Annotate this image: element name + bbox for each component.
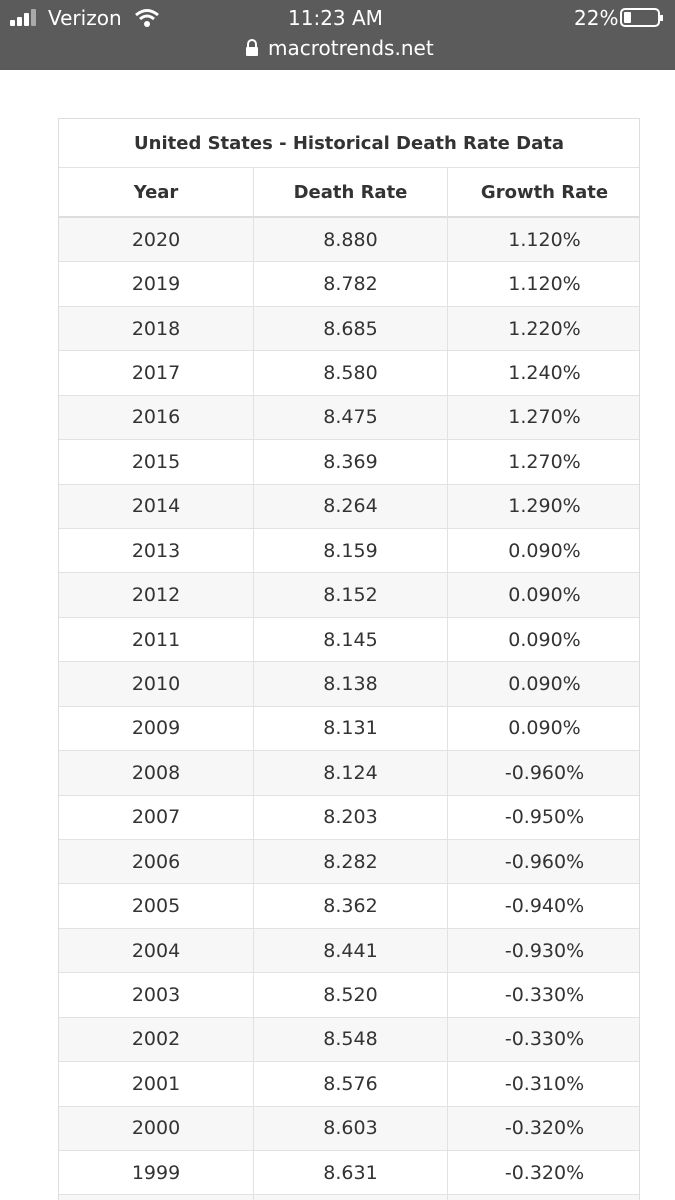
table-cell: 1.220%: [447, 306, 639, 352]
table-cell: 2011: [59, 617, 253, 663]
table-title: United States - Historical Death Rate Da…: [59, 118, 639, 168]
table-cell: -0.940%: [447, 884, 639, 929]
battery-icon: [620, 8, 663, 27]
table-cell: 2020: [59, 218, 253, 263]
table-cell: 1999: [59, 1151, 253, 1196]
table-cell: 1.120%: [447, 218, 639, 263]
table-cell: 2004: [59, 928, 253, 974]
table-cell: -0.950%: [447, 795, 639, 840]
table-cell: [59, 1195, 253, 1200]
battery-percent: 22%: [574, 6, 619, 30]
table-cell: -0.320%: [447, 1151, 639, 1196]
table-cell: [447, 1195, 639, 1200]
table-cell: 8.264: [253, 484, 447, 529]
table-cell: 0.090%: [447, 662, 639, 707]
table-cell: 1.270%: [447, 395, 639, 441]
column-header: Death Rate: [253, 168, 447, 218]
table-cell: 8.685: [253, 306, 447, 352]
table-cell: 8.520: [253, 973, 447, 1018]
table-cell: 2008: [59, 751, 253, 796]
table-cell: 8.159: [253, 529, 447, 574]
table-cell: 8.580: [253, 351, 447, 396]
table-cell: -0.330%: [447, 973, 639, 1018]
table-cell: 8.631: [253, 1151, 447, 1196]
table-cell: 8.441: [253, 928, 447, 974]
table-cell: 0.090%: [447, 706, 639, 752]
url[interactable]: macrotrends.net: [268, 36, 434, 60]
table-cell: 2019: [59, 262, 253, 307]
table-cell: 8.145: [253, 617, 447, 663]
table-cell: 2000: [59, 1106, 253, 1152]
table-cell: -0.930%: [447, 928, 639, 974]
table-cell: 8.138: [253, 662, 447, 707]
table-cell: 0.090%: [447, 529, 639, 574]
table-cell: 8.603: [253, 1106, 447, 1152]
column-header: Growth Rate: [447, 168, 639, 218]
status-bar: Verizon 11:23 AM 22% macrotrends.net: [0, 0, 675, 70]
table-cell: 8.362: [253, 884, 447, 929]
column-header: Year: [59, 168, 253, 218]
table-cell: 8.369: [253, 440, 447, 485]
table-cell: 2015: [59, 440, 253, 485]
table-cell: 2016: [59, 395, 253, 441]
table-cell: 2017: [59, 351, 253, 396]
table-cell: 2009: [59, 706, 253, 752]
table-cell: 2003: [59, 973, 253, 1018]
lock-icon: [246, 39, 258, 56]
table-cell: 2013: [59, 529, 253, 574]
table-cell: -0.330%: [447, 1017, 639, 1063]
table-cell: -0.310%: [447, 1062, 639, 1107]
table-cell: 2012: [59, 573, 253, 618]
table-cell: 2001: [59, 1062, 253, 1107]
table-cell: 1.240%: [447, 351, 639, 396]
clock: 11:23 AM: [288, 6, 383, 30]
table-cell: 8.124: [253, 751, 447, 796]
table-cell: 0.090%: [447, 617, 639, 663]
table-cell: 8.152: [253, 573, 447, 618]
data-table: United States - Historical Death Rate Da…: [58, 118, 640, 1200]
table-cell: -0.960%: [447, 840, 639, 885]
table-cell: 2007: [59, 795, 253, 840]
table-cell: 0.090%: [447, 573, 639, 618]
table-cell: [253, 1195, 447, 1200]
table-cell: 8.282: [253, 840, 447, 885]
table-cell: 8.203: [253, 795, 447, 840]
table-cell: 8.475: [253, 395, 447, 441]
table-cell: 8.880: [253, 218, 447, 263]
table-cell: 1.290%: [447, 484, 639, 529]
table-cell: 8.548: [253, 1017, 447, 1063]
table-cell: 8.576: [253, 1062, 447, 1107]
table-cell: 8.131: [253, 706, 447, 752]
table-cell: 2014: [59, 484, 253, 529]
table-cell: 8.782: [253, 262, 447, 307]
table-cell: 1.270%: [447, 440, 639, 485]
table-cell: 2010: [59, 662, 253, 707]
table-cell: 1.120%: [447, 262, 639, 307]
table-cell: -0.960%: [447, 751, 639, 796]
table-cell: 2006: [59, 840, 253, 885]
table-cell: 2005: [59, 884, 253, 929]
wifi-icon: [135, 9, 159, 27]
table-cell: 2018: [59, 306, 253, 352]
carrier: Verizon: [48, 6, 122, 30]
table-cell: 2002: [59, 1017, 253, 1063]
table-cell: -0.320%: [447, 1106, 639, 1152]
signal-icon: [10, 9, 36, 26]
